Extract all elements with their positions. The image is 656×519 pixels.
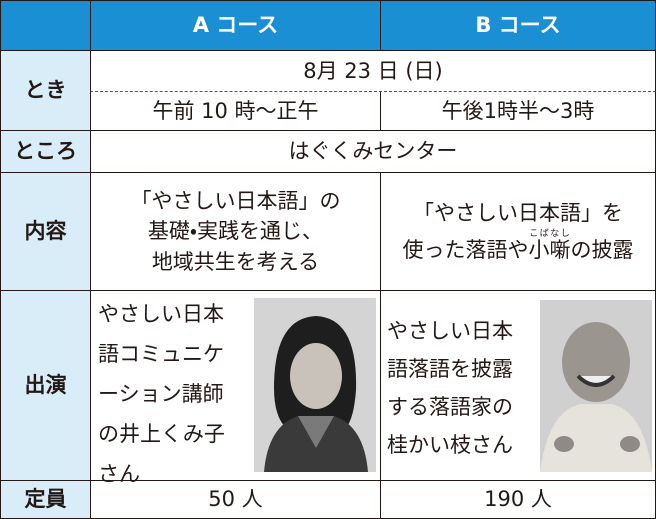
row-label-text: 出演 xyxy=(24,373,67,398)
time-text: 午後1時半〜3時 xyxy=(441,98,595,123)
performer-text: やさしい日本 語コミュニケ ーション講師 の井上くみ子 さん xyxy=(98,294,225,494)
performer-line: やさしい日本 xyxy=(98,302,224,326)
smile xyxy=(576,374,616,387)
place-text: はぐくみセンター xyxy=(288,139,458,164)
row-label: とき xyxy=(0,50,91,131)
photo xyxy=(254,298,376,472)
capacity-cell: 190 人 xyxy=(380,480,656,519)
ruby: 小噺こばなし xyxy=(528,229,571,262)
content-line: 「やさしい日本語」の xyxy=(130,188,341,213)
ruby-base: 小噺 xyxy=(528,237,571,262)
content-line: 「やさしい日本語」を xyxy=(413,201,623,226)
row-label-text: 定員 xyxy=(24,487,67,512)
capacity-cell: 50 人 xyxy=(90,480,381,519)
content-cell: 「やさしい日本語」を 使った落語や小噺こばなしの披露 xyxy=(380,172,656,291)
text: 使った落語や xyxy=(402,237,529,262)
date-text: 8月 23 日 (日) xyxy=(303,58,443,83)
performer-line: さん xyxy=(98,462,140,486)
performer-text: やさしい日本 語落語を披露 する落語家の 桂かい枝さん xyxy=(387,312,513,464)
column-header-text: B コース xyxy=(475,13,561,38)
header-corner xyxy=(0,0,91,51)
column-header-text: A コース xyxy=(192,13,279,38)
content-line: 基礎・実践を通じ、 xyxy=(147,219,324,244)
performer-line: する落語家の xyxy=(387,395,513,419)
row-label: 定員 xyxy=(0,480,91,519)
time-cell: 午前 10 時〜正午 xyxy=(90,92,381,131)
kimono xyxy=(540,404,652,472)
time-cell: 午後1時半〜3時 xyxy=(380,92,656,131)
face xyxy=(290,343,342,409)
row-label: 内容 xyxy=(0,172,91,291)
row-label: 出演 xyxy=(0,290,91,481)
row-label: ところ xyxy=(0,130,91,173)
time-text: 午前 10 時〜正午 xyxy=(152,98,319,123)
photo xyxy=(540,300,652,472)
capacity-text: 50 人 xyxy=(208,487,263,512)
content-lines: 「やさしい日本語」を 使った落語や小噺こばなしの披露 xyxy=(403,198,634,265)
face xyxy=(562,322,630,402)
date-cell: 8月 23 日 (日) xyxy=(90,50,656,92)
place-cell: はぐくみセンター xyxy=(90,130,656,173)
hand xyxy=(620,436,640,452)
scarf xyxy=(298,416,334,448)
hand xyxy=(554,436,574,452)
performer-line: 桂かい枝さん xyxy=(387,433,513,457)
content-line: 使った落語や小噺こばなしの披露 xyxy=(403,229,634,265)
capacity-text: 190 人 xyxy=(484,487,552,512)
row-label-text: とき xyxy=(24,78,67,103)
content-line: 地域共生を考える xyxy=(151,249,320,274)
performer-line: やさしい日本 xyxy=(387,319,513,343)
row-label-text: ところ xyxy=(14,139,77,164)
performer-line: ーション講師 xyxy=(98,382,224,406)
text: の披露 xyxy=(570,237,634,262)
ruby-text: こばなし xyxy=(528,228,571,239)
performer-line: 語コミュニケ xyxy=(98,342,224,366)
column-header: A コース xyxy=(90,0,381,51)
column-header: B コース xyxy=(380,0,656,51)
performer-line: の井上くみ子 xyxy=(98,422,225,446)
performer-line: 語落語を披露 xyxy=(387,357,513,381)
row-label-text: 内容 xyxy=(24,219,67,244)
content-lines: 「やさしい日本語」の 基礎・実践を通じ、 地域共生を考える xyxy=(131,186,341,277)
content-cell: 「やさしい日本語」の 基礎・実践を通じ、 地域共生を考える xyxy=(90,172,381,291)
